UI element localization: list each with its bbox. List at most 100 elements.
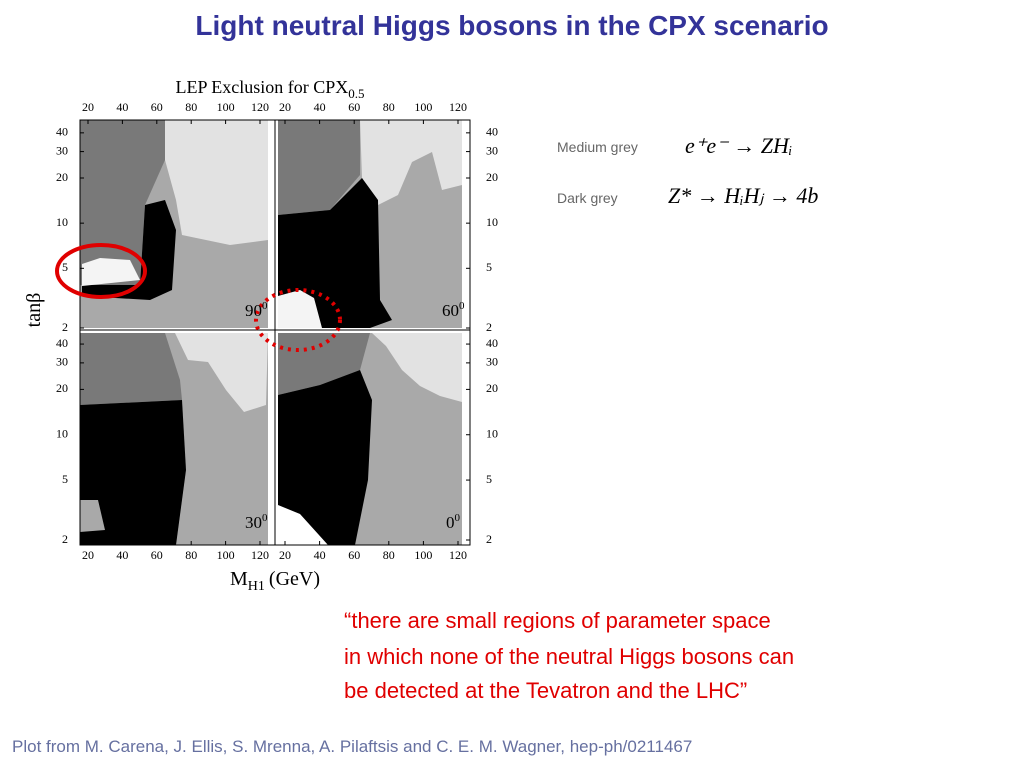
panel-label: 900 bbox=[245, 300, 268, 320]
region bbox=[268, 120, 272, 328]
x-tick-label: 80 bbox=[185, 100, 197, 114]
region bbox=[278, 120, 360, 215]
x-tick-label: 40 bbox=[314, 548, 326, 562]
y-tick-label: 2 bbox=[486, 320, 492, 334]
panel-label-sup: 0 bbox=[455, 512, 461, 524]
region bbox=[80, 333, 182, 405]
y-tick-label: 20 bbox=[486, 170, 498, 184]
y-tick-label: 40 bbox=[486, 336, 498, 350]
x-tick-label: 120 bbox=[251, 100, 269, 114]
x-tick-label: 60 bbox=[151, 100, 163, 114]
plot-title: LEP Exclusion for CPX0.5 bbox=[175, 77, 364, 101]
y-tick-label: 10 bbox=[486, 426, 498, 440]
x-tick-label: 40 bbox=[314, 100, 326, 114]
slide-title: Light neutral Higgs bosons in the CPX sc… bbox=[195, 10, 828, 41]
y-tick-label: 20 bbox=[56, 170, 68, 184]
legend-formula: e⁺e⁻ → ZHᵢ bbox=[685, 133, 792, 158]
y-tick-label: 40 bbox=[56, 125, 68, 139]
region bbox=[360, 120, 462, 205]
y-tick-label: 40 bbox=[56, 336, 68, 350]
plot-title-text: LEP Exclusion for CPX0.5 bbox=[175, 77, 364, 101]
y-tick-label: 2 bbox=[62, 320, 68, 334]
y-tick-label: 20 bbox=[56, 381, 68, 395]
region bbox=[80, 400, 186, 545]
x-tick-label: 100 bbox=[414, 548, 432, 562]
x-tick-label: 40 bbox=[116, 548, 128, 562]
y-tick-label: 5 bbox=[62, 260, 68, 274]
region bbox=[372, 333, 462, 402]
region bbox=[82, 200, 176, 300]
x-tick-label: 20 bbox=[279, 548, 291, 562]
x-tick-label: 100 bbox=[217, 100, 235, 114]
x-tick-label: 20 bbox=[279, 100, 291, 114]
y-tick-label: 10 bbox=[56, 426, 68, 440]
y-axis-label: tanβ bbox=[23, 293, 45, 328]
y-tick-label: 30 bbox=[56, 355, 68, 369]
x-tick-label: 40 bbox=[116, 100, 128, 114]
region bbox=[278, 290, 322, 328]
plot-title-main: LEP Exclusion for CPX bbox=[175, 77, 348, 97]
x-axis-label-main: M bbox=[230, 568, 248, 590]
x-axis-label-unit: (GeV) bbox=[269, 568, 320, 590]
quote-line: in which none of the neutral Higgs boson… bbox=[344, 644, 794, 669]
region bbox=[82, 258, 140, 286]
panel-label-value: 60 bbox=[442, 301, 459, 320]
region bbox=[278, 370, 372, 545]
y-tick-label: 30 bbox=[486, 355, 498, 369]
x-tick-label: 60 bbox=[151, 548, 163, 562]
quote-line: be detected at the Tevatron and the LHC” bbox=[344, 678, 747, 703]
legend-formula: Z* → HᵢHⱼ → 4b bbox=[668, 183, 818, 208]
x-tick-label: 80 bbox=[185, 548, 197, 562]
region bbox=[278, 505, 328, 545]
panel-label-sup: 0 bbox=[262, 300, 268, 312]
x-tick-label: 80 bbox=[383, 100, 395, 114]
y-tick-label: 5 bbox=[486, 472, 492, 486]
y-tick-label: 10 bbox=[486, 215, 498, 229]
region bbox=[278, 178, 392, 328]
panel-label-sup: 0 bbox=[262, 512, 268, 524]
x-tick-label: 120 bbox=[251, 548, 269, 562]
legend-label: Dark grey bbox=[557, 190, 618, 206]
panel-label-value: 30 bbox=[245, 513, 262, 532]
plot-frame bbox=[79, 119, 471, 546]
exclusion-plot bbox=[79, 119, 471, 546]
x-tick-label: 120 bbox=[449, 100, 467, 114]
y-tick-label: 2 bbox=[486, 532, 492, 546]
x-tick-label: 100 bbox=[217, 548, 235, 562]
y-tick-label: 5 bbox=[486, 260, 492, 274]
panel-label-sup: 0 bbox=[459, 300, 465, 312]
panel-label-value: 90 bbox=[245, 301, 262, 320]
legend-label: Medium grey bbox=[557, 139, 638, 155]
y-tick-label: 2 bbox=[62, 532, 68, 546]
region bbox=[278, 333, 370, 395]
y-tick-label: 30 bbox=[56, 143, 68, 157]
panel-label: 00 bbox=[446, 512, 461, 532]
x-axis-label: MH1 (GeV) bbox=[230, 568, 320, 594]
x-tick-label: 120 bbox=[449, 548, 467, 562]
region bbox=[462, 333, 470, 545]
y-tick-label: 40 bbox=[486, 125, 498, 139]
panel-label: 300 bbox=[245, 512, 268, 532]
x-tick-label: 80 bbox=[383, 548, 395, 562]
highlight-circle bbox=[55, 243, 147, 299]
panel-label: 600 bbox=[442, 300, 465, 320]
plot-title-subscript: 0.5 bbox=[348, 86, 364, 101]
region bbox=[462, 120, 470, 328]
footer: Plot from M. Carena, J. Ellis, S. Mrenna… bbox=[12, 737, 692, 756]
y-tick-label: 30 bbox=[486, 143, 498, 157]
y-tick-label: 5 bbox=[62, 472, 68, 486]
x-tick-label: 20 bbox=[82, 100, 94, 114]
x-tick-label: 100 bbox=[414, 100, 432, 114]
region bbox=[165, 120, 268, 245]
region bbox=[175, 333, 268, 412]
y-tick-label: 10 bbox=[56, 215, 68, 229]
region bbox=[268, 333, 272, 545]
x-tick-label: 20 bbox=[82, 548, 94, 562]
region bbox=[80, 500, 105, 532]
y-tick-label: 20 bbox=[486, 381, 498, 395]
x-tick-label: 60 bbox=[348, 548, 360, 562]
panel-label-value: 0 bbox=[446, 513, 455, 532]
x-tick-label: 60 bbox=[348, 100, 360, 114]
highlight-circle-dotted bbox=[254, 288, 342, 352]
